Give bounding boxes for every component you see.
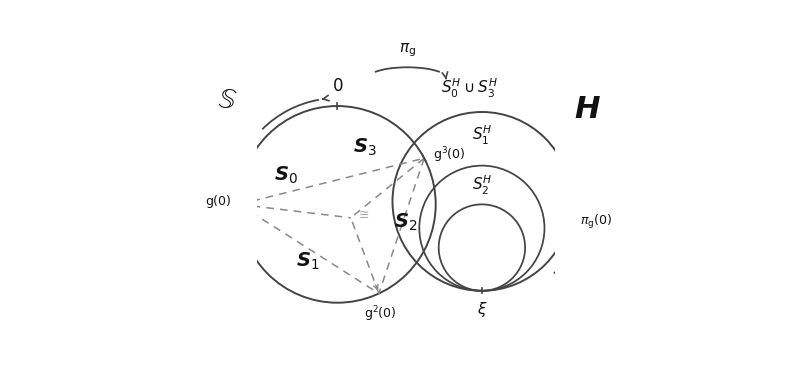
Text: $\mathrm{g}(0)$: $\mathrm{g}(0)$ — [205, 193, 231, 210]
Text: $\mathrm{g}^3(0)$: $\mathrm{g}^3(0)$ — [432, 146, 465, 165]
Text: $\boldsymbol{S}_3$: $\boldsymbol{S}_3$ — [353, 137, 377, 158]
Text: $\pi_\mathrm{g}(0)$: $\pi_\mathrm{g}(0)$ — [581, 213, 612, 231]
Text: $\boldsymbol{S}_1$: $\boldsymbol{S}_1$ — [296, 251, 320, 272]
Text: $\boldsymbol{S}_2$: $\boldsymbol{S}_2$ — [394, 211, 418, 233]
Text: $\boldsymbol{S}_0$: $\boldsymbol{S}_0$ — [274, 164, 299, 185]
Text: $\mathrm{g}^2(0)$: $\mathrm{g}^2(0)$ — [364, 304, 397, 324]
Text: $S_2^H$: $S_2^H$ — [471, 173, 492, 197]
Text: $S_1^H$: $S_1^H$ — [471, 124, 492, 147]
Text: $0$: $0$ — [332, 77, 343, 95]
Text: $\mathbb{S}$: $\mathbb{S}$ — [217, 86, 238, 114]
Text: $\boldsymbol{H}$: $\boldsymbol{H}$ — [574, 94, 601, 123]
Text: $S_0^H \cup S_3^H$: $S_0^H \cup S_3^H$ — [441, 77, 498, 100]
Text: $\cong$: $\cong$ — [356, 208, 370, 221]
Text: $\xi$: $\xi$ — [477, 300, 487, 319]
Text: $\pi_\mathrm{g}$: $\pi_\mathrm{g}$ — [399, 41, 416, 59]
